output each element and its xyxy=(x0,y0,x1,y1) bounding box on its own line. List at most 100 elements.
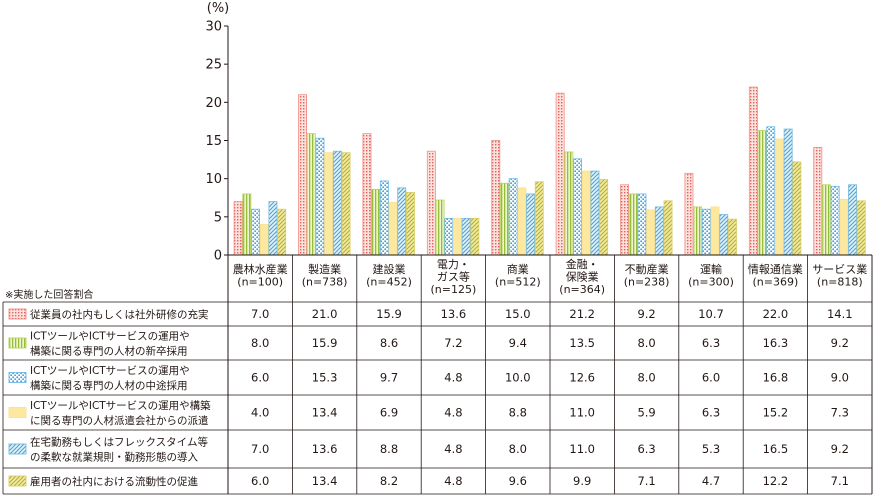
data-label-series-6-cat-8: 4.7 xyxy=(702,474,720,488)
y-tick-label: 5 xyxy=(214,210,222,225)
category-label: (n=369) xyxy=(753,276,799,289)
bar-series-3-cat-8 xyxy=(701,208,711,256)
bar-series-5-cat-5 xyxy=(526,193,536,256)
data-label-series-3-cat-2: 15.3 xyxy=(312,371,338,385)
category-label: 保険業 xyxy=(566,270,599,284)
data-label-series-1-cat-2: 21.0 xyxy=(312,307,338,321)
data-label-series-6-cat-5: 9.6 xyxy=(509,474,527,488)
data-label-series-2-cat-1: 8.0 xyxy=(251,336,269,350)
legend-label-4: に関る専門の人材派遣会社からの派遣 xyxy=(30,414,209,427)
data-label-series-2-cat-2: 15.9 xyxy=(312,336,338,350)
category-label: 製造業 xyxy=(308,262,341,276)
bar-series-2-cat-10 xyxy=(822,184,831,256)
data-label-series-6-cat-1: 6.0 xyxy=(251,474,269,488)
bar-series-2-cat-1 xyxy=(242,193,252,256)
bar-series-3-cat-10 xyxy=(830,185,840,256)
data-label-series-4-cat-6: 11.0 xyxy=(569,406,595,420)
bar-series-6-cat-10 xyxy=(856,200,866,256)
data-label-series-5-cat-8: 5.3 xyxy=(702,442,720,456)
data-label-series-5-cat-5: 8.0 xyxy=(509,442,527,456)
data-label-series-1-cat-1: 7.0 xyxy=(251,307,269,321)
bar-series-4-cat-6 xyxy=(581,170,591,256)
category-label: 運輸 xyxy=(700,262,722,276)
bar-series-3-cat-4 xyxy=(444,217,454,256)
category-label: (n=238) xyxy=(624,276,670,289)
data-label-series-5-cat-10: 9.2 xyxy=(831,442,849,456)
bar-series-6-cat-5 xyxy=(534,181,544,256)
category-label: 不動産業 xyxy=(625,262,669,276)
data-label-series-5-cat-7: 6.3 xyxy=(637,442,655,456)
bar-series-2-cat-8 xyxy=(693,206,703,256)
data-label-series-4-cat-9: 15.2 xyxy=(763,406,789,420)
y-tick-label: 30 xyxy=(205,20,222,35)
data-label-series-3-cat-4: 4.8 xyxy=(444,371,462,385)
legend-swatch-2 xyxy=(8,337,27,349)
data-label-series-5-cat-9: 16.5 xyxy=(763,442,789,456)
bars xyxy=(233,86,866,256)
bar-series-4-cat-3 xyxy=(388,201,398,256)
data-label-series-1-cat-8: 10.7 xyxy=(698,307,724,321)
bar-series-1-cat-4 xyxy=(426,150,436,256)
bar-series-4-cat-7 xyxy=(646,209,656,256)
bar-series-2-cat-6 xyxy=(564,151,574,256)
category-label: (n=818) xyxy=(817,276,863,289)
category-label: (n=125) xyxy=(431,283,477,296)
data-label-series-1-cat-3: 15.9 xyxy=(376,307,402,321)
legend-swatch-1 xyxy=(8,308,27,320)
legend-label-1: 従業員の社内もしくは社外研修の充実 xyxy=(30,308,209,321)
category-label: 電力・ xyxy=(437,258,470,271)
data-label-series-2-cat-7: 8.0 xyxy=(637,336,655,350)
data-label-series-4-cat-4: 4.8 xyxy=(444,406,462,420)
bar-series-6-cat-9 xyxy=(792,161,802,256)
category-label: 農林水産業 xyxy=(233,262,288,276)
data-label-series-4-cat-5: 8.8 xyxy=(509,406,527,420)
data-label-series-4-cat-10: 7.3 xyxy=(831,406,849,420)
bar-series-5-cat-2 xyxy=(332,150,342,256)
data-label-series-4-cat-1: 4.0 xyxy=(251,406,269,420)
bar-series-3-cat-2 xyxy=(315,137,325,256)
legend-swatch-6 xyxy=(8,475,27,487)
bar-series-6-cat-4 xyxy=(470,217,480,256)
data-label-series-3-cat-6: 12.6 xyxy=(569,371,595,385)
data-label-series-6-cat-9: 12.2 xyxy=(763,474,789,488)
bar-series-6-cat-7 xyxy=(663,200,673,256)
bar-series-4-cat-10 xyxy=(839,198,849,256)
category-label: 商業 xyxy=(507,262,529,276)
legend-label-5: の柔軟な就業規則・勤務形態の導入 xyxy=(30,451,198,464)
bar-series-6-cat-6 xyxy=(599,179,609,256)
bar-series-1-cat-8 xyxy=(684,172,694,256)
data-label-series-6-cat-3: 8.2 xyxy=(380,474,398,488)
bar-series-2-cat-9 xyxy=(757,130,767,256)
data-label-series-2-cat-6: 13.5 xyxy=(569,336,595,350)
category-label: 情報通信業 xyxy=(748,263,803,276)
bar-series-1-cat-1 xyxy=(233,201,243,256)
bar-series-1-cat-9 xyxy=(748,86,758,256)
data-label-series-4-cat-2: 13.4 xyxy=(312,406,338,420)
data-label-series-6-cat-6: 9.9 xyxy=(573,474,591,488)
data-label-series-4-cat-3: 6.9 xyxy=(380,406,398,420)
data-label-series-6-cat-7: 7.1 xyxy=(637,474,655,488)
bar-series-4-cat-2 xyxy=(324,152,334,256)
bar-series-5-cat-10 xyxy=(848,184,858,256)
bar-series-6-cat-2 xyxy=(341,152,351,256)
bar-series-4-cat-1 xyxy=(259,224,269,256)
bar-series-2-cat-2 xyxy=(306,133,316,256)
legend-label-2: 構築に関る専門の人材の新卒採用 xyxy=(30,345,188,358)
data-label-series-5-cat-3: 8.8 xyxy=(380,442,398,456)
data-label-series-3-cat-1: 6.0 xyxy=(251,371,269,385)
data-label-series-1-cat-4: 13.6 xyxy=(441,307,467,321)
data-label-series-1-cat-7: 9.2 xyxy=(637,307,655,321)
y-axis: (%) 0 5 10 15 20 25 30 xyxy=(205,1,229,264)
data-label-series-3-cat-7: 8.0 xyxy=(637,371,655,385)
bar-series-5-cat-8 xyxy=(719,214,729,256)
category-label: (n=100) xyxy=(237,276,283,289)
bar-series-3-cat-9 xyxy=(766,126,776,256)
bar-series-5-cat-1 xyxy=(268,201,278,256)
data-label-series-6-cat-2: 13.4 xyxy=(312,474,338,488)
bar-series-2-cat-5 xyxy=(499,182,509,256)
legend-label-5: 在宅勤務もしくはフレックスタイム等 xyxy=(30,436,208,449)
bar-series-3-cat-3 xyxy=(379,180,389,256)
y-tick-label: 20 xyxy=(205,96,222,111)
data-label-series-2-cat-10: 9.2 xyxy=(831,336,849,350)
data-table: ※実施した回答割合 農林水産業(n=100) 製造業(n=738) 建設業(n=452… xyxy=(2,254,873,495)
